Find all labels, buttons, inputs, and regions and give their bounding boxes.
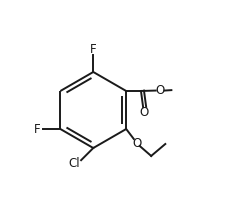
Text: O: O [132, 137, 141, 150]
Text: Cl: Cl [68, 157, 80, 170]
Text: F: F [90, 43, 96, 56]
Text: O: O [139, 106, 148, 119]
Text: F: F [33, 123, 40, 136]
Text: O: O [155, 84, 164, 97]
